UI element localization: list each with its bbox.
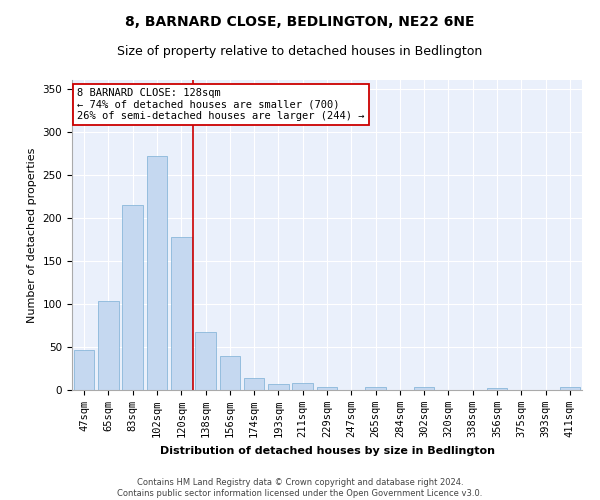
Bar (220, 356, 240, 390)
Bar (244, 378, 265, 390)
Bar (195, 332, 216, 390)
Y-axis label: Number of detached properties: Number of detached properties (27, 148, 37, 322)
Bar (292, 383, 313, 390)
Bar (414, 388, 434, 390)
Bar (146, 156, 167, 390)
Bar (268, 384, 289, 390)
Bar (98, 302, 119, 390)
Bar (171, 236, 191, 390)
Bar (487, 388, 508, 390)
Bar (317, 388, 337, 390)
Text: Contains HM Land Registry data © Crown copyright and database right 2024.
Contai: Contains HM Land Registry data © Crown c… (118, 478, 482, 498)
Bar (560, 388, 580, 390)
X-axis label: Distribution of detached houses by size in Bedlington: Distribution of detached houses by size … (160, 446, 494, 456)
Text: 8, BARNARD CLOSE, BEDLINGTON, NE22 6NE: 8, BARNARD CLOSE, BEDLINGTON, NE22 6NE (125, 15, 475, 29)
Text: 8 BARNARD CLOSE: 128sqm
← 74% of detached houses are smaller (700)
26% of semi-d: 8 BARNARD CLOSE: 128sqm ← 74% of detache… (77, 88, 365, 121)
Bar (122, 205, 143, 390)
Text: Size of property relative to detached houses in Bedlington: Size of property relative to detached ho… (118, 45, 482, 58)
Bar (74, 350, 94, 390)
Bar (365, 388, 386, 390)
